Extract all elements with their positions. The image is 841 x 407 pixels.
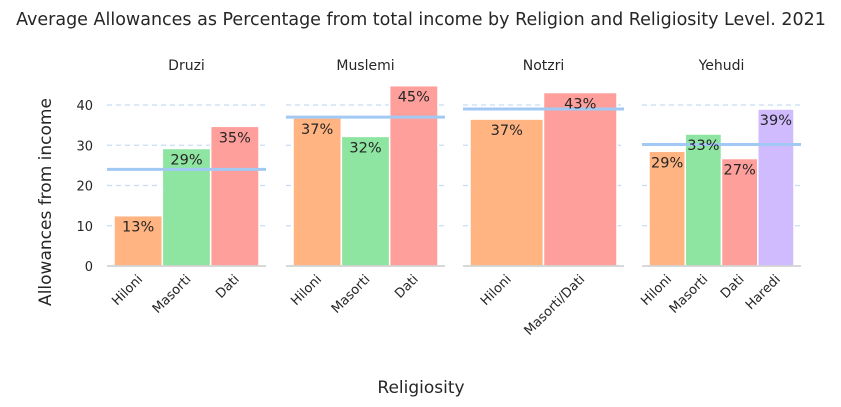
x-tick-label: Dati (213, 272, 242, 301)
y-tick-label: 20 (76, 180, 93, 195)
facet-muslemi: Muslemi 37% 32% 45% Hiloni Masorti Dati (286, 58, 445, 317)
x-tick-label: Hiloni (288, 272, 325, 309)
data-label: 27% (724, 163, 756, 179)
bar-yehudi-haredi (757, 108, 795, 267)
x-tick-label: Masorti (150, 272, 195, 317)
bar-muslemi-hiloni (292, 117, 343, 267)
bar-notzri-masorti-dati (542, 91, 618, 267)
y-axis-label: Allowances from income (36, 98, 56, 306)
bar-notzri-hiloni (469, 118, 545, 267)
y-tick-label: 0 (85, 260, 93, 275)
y-tick-label: 10 (76, 220, 93, 235)
data-label: 29% (651, 155, 683, 171)
facet-title: Notzri (523, 58, 565, 74)
data-label: 32% (349, 140, 381, 156)
facet-notzri: Notzri 37% 43% Hiloni Masorti/Dati (463, 58, 624, 339)
bar-druzi-dati (209, 125, 260, 267)
bar-yehudi-dati (720, 157, 759, 267)
x-tick-label: Masorti (329, 272, 374, 317)
facet-title: Yehudi (698, 58, 745, 74)
x-tick-label: Haredi (743, 272, 784, 313)
data-label: 37% (301, 122, 333, 138)
x-tick-label: Dati (718, 272, 747, 301)
y-tick-label: 40 (76, 99, 93, 114)
x-tick-label: Hiloni (109, 272, 146, 309)
x-tick-label: Dati (392, 272, 421, 301)
data-label: 37% (491, 123, 523, 139)
bar-muslemi-masorti (340, 135, 391, 267)
facet-title: Muslemi (336, 58, 394, 74)
bar-muslemi-dati (388, 84, 439, 267)
bar-yehudi-masorti (684, 133, 723, 267)
facet-druzi: Druzi 13% 29% 35% Hiloni Masorti Dati (107, 58, 266, 317)
y-axis: 0 10 20 30 40 (76, 99, 93, 275)
x-tick-label: Masorti (667, 272, 712, 317)
data-label: 39% (760, 113, 792, 129)
data-label: 29% (170, 152, 202, 168)
x-tick-label: Masorti/Dati (522, 272, 588, 338)
x-axis-label: Religiosity (377, 378, 464, 398)
x-tick-label: Hiloni (478, 272, 515, 309)
y-tick-label: 30 (76, 139, 93, 154)
data-label: 33% (687, 138, 719, 154)
bar-druzi-hiloni (113, 214, 164, 267)
facet-title: Druzi (168, 58, 205, 74)
data-label: 13% (122, 220, 154, 236)
data-label: 45% (398, 90, 430, 106)
chart-title: Average Allowances as Percentage from to… (16, 10, 826, 30)
data-label: 35% (219, 130, 251, 146)
data-label: 43% (564, 97, 596, 113)
